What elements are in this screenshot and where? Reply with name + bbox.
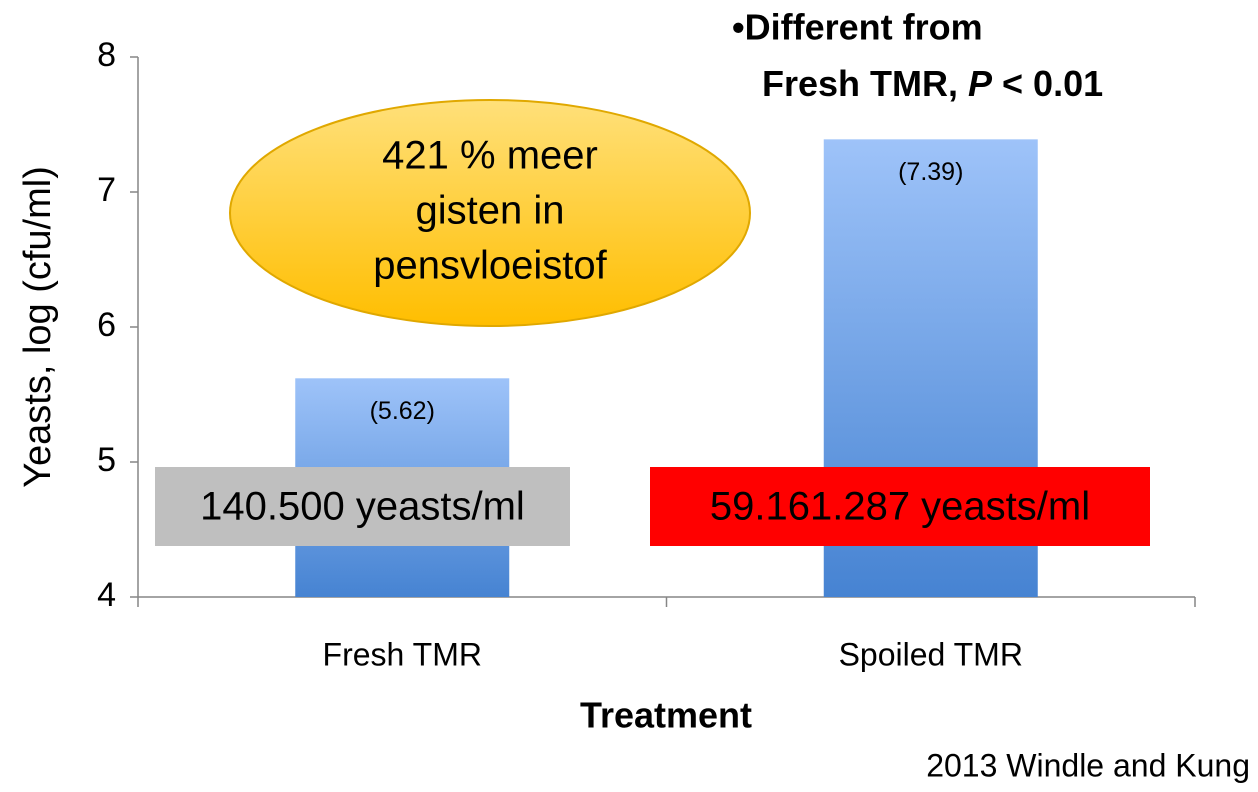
significance-note: •Different from <box>732 7 983 48</box>
value-label: (7.39) <box>898 158 963 186</box>
note-text: 421 % meer <box>382 134 598 178</box>
value-label: (5.62) <box>370 397 435 425</box>
y-tick-label: 4 <box>97 576 116 614</box>
y-tick-label: 7 <box>97 171 116 209</box>
x-tick-label: Fresh TMR <box>323 636 482 672</box>
y-tick-label: 5 <box>97 441 116 479</box>
note-box <box>650 467 1150 546</box>
source: 2013 Windle and Kung <box>926 747 1250 783</box>
note-box-text: 59.161.287 yeasts/ml <box>710 485 1090 529</box>
note-box <box>155 467 570 546</box>
x-tick-label: Spoiled TMR <box>839 636 1023 672</box>
y-axis-label: Yeasts, log (cfu/ml) <box>17 166 59 488</box>
y-tick-label: 8 <box>97 36 116 74</box>
note-ellipse <box>229 99 751 327</box>
note-text: gisten in <box>416 189 565 233</box>
x-axis-label: Treatment <box>580 695 752 736</box>
note-box-text: 140.500 yeasts/ml <box>200 485 525 529</box>
note-text: pensvloeistof <box>373 244 607 288</box>
significance-note: Fresh TMR, P < 0.01 <box>762 63 1103 104</box>
y-tick-label: 6 <box>97 306 116 344</box>
